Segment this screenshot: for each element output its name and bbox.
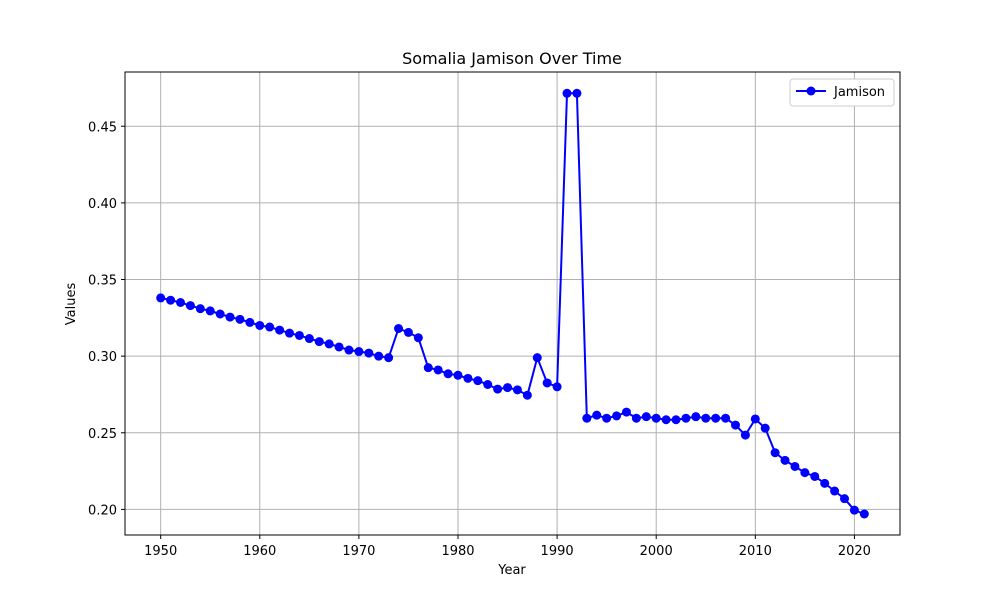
data-point	[463, 373, 473, 383]
data-point	[572, 88, 582, 98]
data-point	[512, 385, 522, 395]
data-point	[681, 413, 691, 423]
data-point	[671, 415, 681, 425]
data-point	[522, 390, 532, 400]
data-point	[721, 413, 731, 423]
x-axis-label: Year	[497, 563, 526, 578]
data-point	[830, 486, 840, 496]
data-point	[730, 420, 740, 430]
data-point	[215, 309, 225, 319]
data-point	[651, 413, 661, 423]
data-point	[552, 382, 562, 392]
legend-marker-jamison	[806, 86, 816, 96]
y-tick-label: 0.25	[88, 427, 117, 442]
x-axis-ticks: 1950 1960 1970 1980 1990 2000 2010 2020	[144, 535, 871, 559]
y-axis-ticks: 0.20 0.25 0.30 0.35 0.40 0.45	[88, 120, 125, 518]
data-point	[532, 353, 542, 363]
y-tick-label: 0.20	[88, 503, 117, 518]
data-point	[641, 412, 651, 422]
x-tick-label: 2010	[739, 544, 772, 559]
plot-area-frame	[124, 71, 901, 536]
data-point	[394, 324, 404, 334]
data-point	[800, 468, 810, 478]
data-point	[443, 369, 453, 379]
data-point	[453, 370, 463, 380]
data-point	[810, 471, 820, 481]
data-point	[265, 322, 275, 332]
data-point	[384, 353, 394, 363]
data-point	[195, 304, 205, 314]
legend: Jamison	[789, 78, 895, 107]
x-tick-label: 2000	[640, 544, 673, 559]
chart-title: Somalia Jamison Over Time	[402, 49, 622, 68]
data-point	[760, 423, 770, 433]
data-point	[661, 415, 671, 425]
x-tick-label: 1980	[441, 544, 474, 559]
data-point	[849, 505, 859, 515]
x-tick-label: 1970	[342, 544, 375, 559]
data-point	[859, 509, 869, 519]
data-point	[334, 342, 344, 352]
y-tick-label: 0.35	[88, 274, 117, 289]
data-point	[225, 312, 235, 322]
data-point	[344, 345, 354, 355]
x-tick-label: 1950	[144, 544, 177, 559]
x-tick-label: 2020	[838, 544, 871, 559]
data-point	[364, 348, 374, 358]
x-tick-label: 1990	[541, 544, 574, 559]
data-point	[423, 363, 433, 373]
data-point	[473, 376, 483, 386]
data-point	[701, 413, 711, 423]
data-point	[275, 325, 285, 335]
data-point	[493, 384, 503, 394]
data-point	[542, 378, 552, 388]
data-point	[304, 334, 314, 344]
data-point	[562, 88, 572, 98]
data-point	[582, 413, 592, 423]
data-point	[711, 413, 721, 423]
legend-label-jamison: Jamison	[833, 85, 885, 100]
data-point	[285, 328, 295, 338]
data-point	[185, 301, 195, 311]
data-point	[175, 298, 185, 308]
series-group	[156, 88, 869, 519]
data-point	[294, 330, 304, 340]
data-point	[592, 410, 602, 420]
data-point	[433, 365, 443, 375]
data-point	[324, 339, 334, 349]
data-point	[314, 337, 324, 347]
y-tick-label: 0.45	[88, 120, 117, 135]
data-point	[691, 412, 701, 422]
data-point	[770, 448, 780, 458]
data-point	[790, 461, 800, 471]
data-point	[503, 383, 513, 393]
x-tick-label: 1960	[243, 544, 276, 559]
data-point	[750, 414, 760, 424]
data-point	[621, 407, 631, 417]
legend-box	[789, 78, 895, 107]
data-point	[205, 306, 215, 316]
data-point	[612, 411, 622, 421]
data-point	[166, 295, 176, 305]
data-point	[156, 293, 166, 303]
data-point	[374, 351, 384, 361]
data-point	[245, 317, 255, 327]
y-tick-label: 0.30	[88, 350, 117, 365]
data-point	[255, 320, 265, 330]
data-point	[483, 379, 493, 389]
data-point	[780, 455, 790, 465]
data-point	[820, 478, 830, 488]
data-point	[740, 430, 750, 440]
data-point	[354, 347, 364, 357]
data-point	[840, 494, 850, 504]
data-point	[403, 327, 413, 337]
data-point	[631, 413, 641, 423]
y-axis-label: Values	[64, 283, 79, 326]
data-point	[235, 314, 245, 324]
y-tick-label: 0.40	[88, 197, 117, 212]
data-point	[602, 413, 612, 423]
data-point	[413, 333, 423, 343]
grid-lines	[125, 72, 900, 535]
